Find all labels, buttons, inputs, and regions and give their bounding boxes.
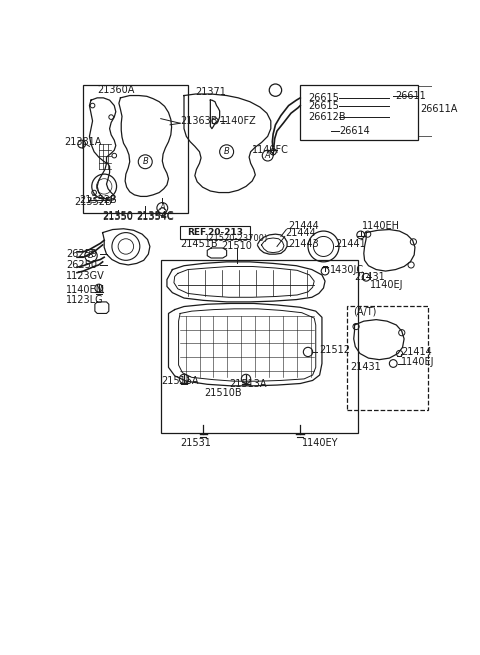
Text: 26259: 26259	[66, 249, 97, 259]
Bar	[300, 84, 418, 140]
Text: 21513A: 21513A	[229, 379, 266, 389]
Text: 21381A: 21381A	[64, 137, 101, 147]
Text: 1140EJ: 1140EJ	[370, 280, 404, 290]
Text: 21516A: 21516A	[161, 376, 198, 386]
Text: 21352B: 21352B	[79, 195, 117, 205]
Text: 21350: 21350	[103, 211, 133, 221]
Text: 26615: 26615	[308, 93, 339, 103]
Bar	[83, 84, 188, 214]
Text: B: B	[88, 252, 94, 260]
Text: 21360A: 21360A	[97, 85, 134, 95]
Text: 21441: 21441	[335, 239, 366, 249]
Text: 1123GV: 1123GV	[66, 271, 105, 281]
Text: 21531: 21531	[180, 438, 211, 448]
Text: 21431: 21431	[355, 272, 385, 282]
Text: (A/T): (A/T)	[353, 306, 376, 316]
Text: 26611: 26611	[395, 90, 426, 100]
Text: 21354C: 21354C	[136, 211, 174, 221]
Bar	[161, 259, 359, 433]
Text: (21520-23700): (21520-23700)	[205, 234, 268, 243]
Text: 21443: 21443	[288, 239, 319, 249]
Text: 1140EY: 1140EY	[302, 438, 338, 448]
Text: 1430JC: 1430JC	[330, 265, 364, 274]
Text: 21431: 21431	[350, 362, 382, 372]
Text: 26611A: 26611A	[420, 104, 458, 115]
Text: B: B	[224, 147, 229, 157]
Text: 1140EM: 1140EM	[66, 286, 105, 295]
Text: 1140EJ: 1140EJ	[401, 357, 434, 367]
Text: 21354C: 21354C	[136, 212, 174, 222]
Text: 21510: 21510	[221, 242, 252, 252]
Text: B: B	[143, 157, 148, 166]
Text: 1140FZ: 1140FZ	[220, 116, 256, 126]
Text: 21371: 21371	[196, 88, 227, 98]
Bar	[347, 306, 428, 409]
Text: REF.20-213: REF.20-213	[187, 228, 243, 237]
Text: 1140FC: 1140FC	[252, 145, 289, 155]
Text: 21512: 21512	[319, 345, 350, 354]
Text: 21350: 21350	[103, 212, 133, 222]
Text: 21352B: 21352B	[74, 196, 112, 207]
Text: 26615: 26615	[308, 101, 339, 111]
Text: 21363B: 21363B	[180, 116, 217, 126]
Text: 26612B: 26612B	[308, 112, 346, 122]
Text: 21510B: 21510B	[204, 388, 241, 398]
Text: 21444: 21444	[285, 227, 315, 238]
Bar	[180, 227, 250, 239]
Text: 26614: 26614	[339, 126, 370, 136]
Text: A: A	[265, 151, 271, 160]
Text: 1140EH: 1140EH	[362, 221, 400, 231]
Text: 21444: 21444	[288, 221, 319, 231]
Text: 26250: 26250	[66, 260, 97, 270]
Text: 21414: 21414	[401, 347, 432, 357]
Text: 1123LG: 1123LG	[66, 295, 104, 305]
Text: A: A	[159, 204, 165, 212]
Text: 21451B: 21451B	[180, 239, 218, 249]
